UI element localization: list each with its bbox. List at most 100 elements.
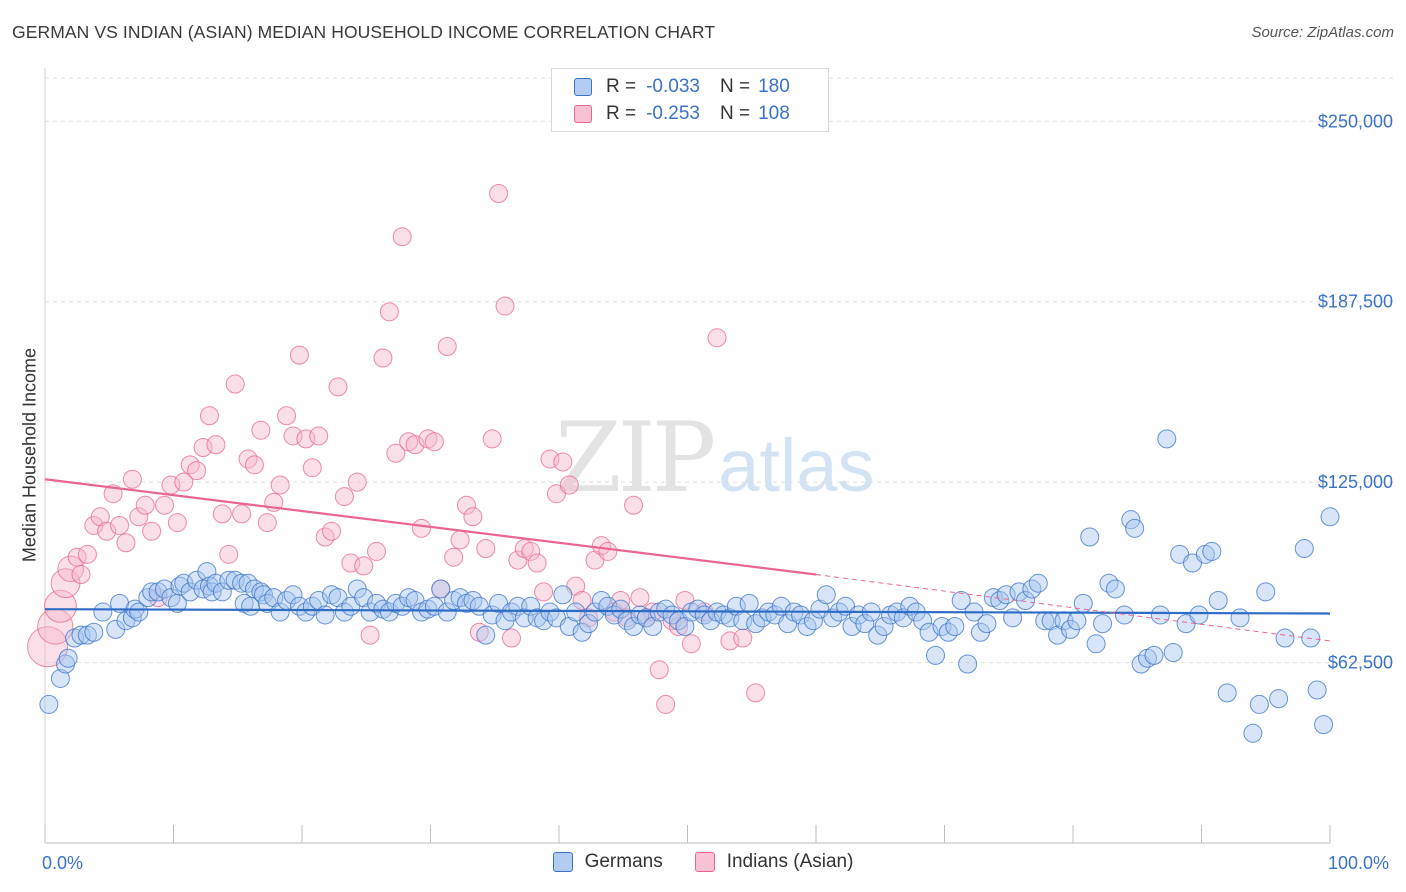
german-point [926, 645, 946, 665]
watermark-atlas: atlas [718, 424, 875, 507]
indian-point [283, 426, 303, 446]
indian-point [193, 438, 213, 458]
indian-point [707, 328, 727, 348]
indian-point [681, 634, 701, 654]
german-point [1256, 582, 1276, 602]
source-label: Source: ZipAtlas.com [1251, 24, 1394, 41]
german-point [1150, 605, 1170, 625]
stats-legend-row-germans: R = -0.033 N = 180 [574, 75, 790, 99]
indian-point [167, 513, 187, 533]
german-point [50, 668, 70, 688]
german-point [1093, 614, 1113, 634]
indian-point [244, 455, 264, 475]
legend-label-indians: Indians (Asian) [726, 851, 854, 872]
german-point [720, 608, 740, 628]
indian-point [257, 513, 277, 533]
indian-point [572, 591, 592, 611]
indian-point [489, 183, 509, 203]
german-point [553, 585, 573, 605]
german-point [1275, 628, 1295, 648]
german-point [315, 605, 335, 625]
german-point [142, 582, 162, 602]
german-point [1189, 605, 1209, 625]
indian-point [476, 539, 496, 559]
indian-point [630, 588, 650, 608]
indian-point [277, 406, 297, 426]
german-point [945, 616, 965, 636]
indian-point [27, 626, 69, 668]
german-point [675, 616, 695, 636]
indian-point [463, 507, 483, 527]
german-point [1125, 518, 1145, 538]
german-point [643, 616, 663, 636]
watermark: ZIPatlas [555, 402, 875, 514]
indian-point [142, 521, 162, 541]
indians-legend-swatch [694, 852, 715, 872]
watermark-zip: ZIP [555, 402, 716, 514]
german-point [951, 591, 971, 611]
indian-point [379, 302, 399, 322]
legend-item-indians[interactable]: Indians (Asian) [694, 851, 854, 873]
german-point [1202, 541, 1222, 561]
german-point [958, 654, 978, 674]
german-point [58, 648, 78, 668]
legend-item-germans[interactable]: Germans [552, 851, 663, 873]
n-value: 108 [758, 103, 790, 124]
german-point [1080, 527, 1100, 547]
indian-point [135, 495, 155, 515]
german-point [1294, 539, 1314, 559]
german-point [39, 694, 59, 714]
r-label: R = [606, 103, 637, 124]
german-point [739, 593, 759, 613]
indian-point [57, 555, 84, 583]
indian-point [289, 345, 309, 365]
y-tick-label: $187,500 [1318, 292, 1393, 312]
indian-point [97, 521, 117, 541]
german-point [579, 614, 599, 634]
indian-point [116, 533, 136, 553]
n-label: N = [719, 103, 751, 124]
indian-point [456, 495, 476, 515]
indian-point [354, 556, 374, 576]
indian-point [405, 435, 425, 455]
german-point [437, 602, 457, 622]
german-point [1163, 642, 1183, 662]
r-value: -0.253 [646, 103, 700, 124]
indian-point [270, 475, 290, 495]
german-point [138, 588, 158, 608]
r-value: -0.033 [646, 76, 700, 97]
german-point [219, 570, 239, 590]
german-point [1217, 683, 1237, 703]
german-point [996, 585, 1016, 605]
indian-point [43, 589, 77, 623]
german-point [791, 605, 811, 625]
german-point [1208, 591, 1228, 611]
indian-point [746, 683, 766, 703]
indian-point [649, 660, 669, 680]
indian-point [386, 443, 406, 463]
german-point [1243, 723, 1263, 743]
indian-point [373, 348, 393, 368]
indian-point [534, 582, 554, 602]
german-point [1114, 605, 1134, 625]
indian-point [412, 518, 432, 538]
stats-legend-row-indians: R = -0.253 N = 108 [574, 102, 790, 126]
german-point [71, 625, 91, 645]
x-tick-label-max: 100.0% [1328, 853, 1390, 873]
german-point [816, 585, 836, 605]
indian-point [90, 507, 110, 527]
indian-point [559, 475, 579, 495]
indians-swatch [574, 105, 592, 123]
german-point [1320, 507, 1340, 527]
indian-point [656, 694, 676, 714]
german-point [431, 579, 451, 599]
german-point [874, 616, 894, 636]
german-point [1230, 608, 1250, 628]
indian-point [328, 377, 348, 397]
german-point [1105, 579, 1125, 599]
indian-point [437, 336, 457, 356]
indian-point [296, 429, 316, 449]
legend-label-germans: Germans [584, 851, 663, 872]
indian-point [450, 530, 470, 550]
indian-point [553, 452, 573, 472]
